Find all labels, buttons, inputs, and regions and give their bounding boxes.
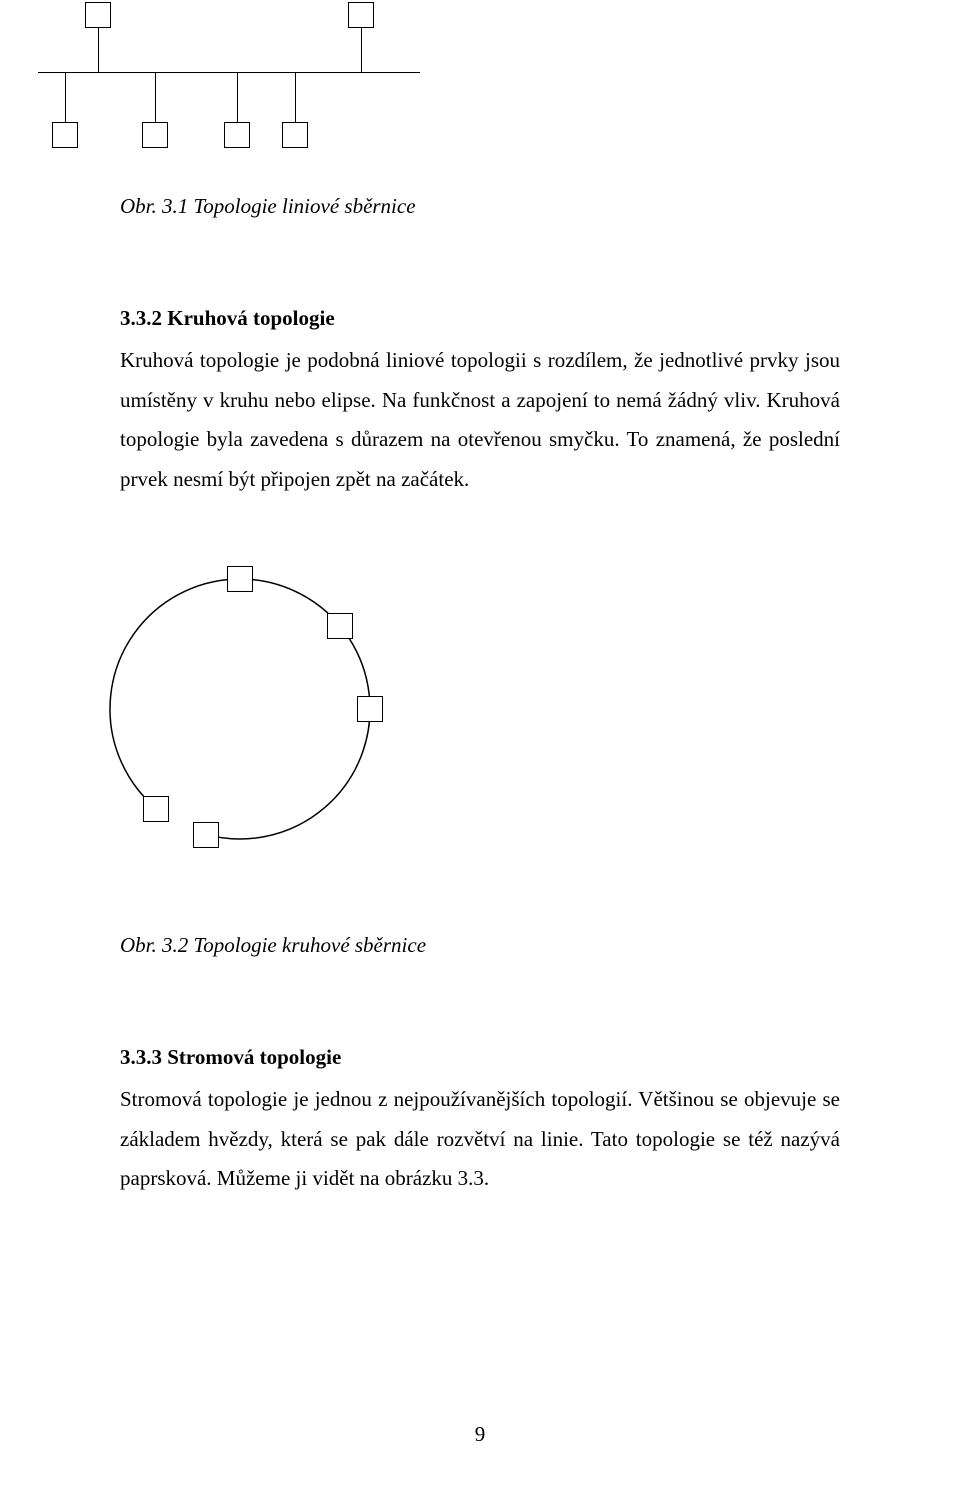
ring-node xyxy=(357,696,383,722)
ring-svg xyxy=(80,549,400,869)
ring-node xyxy=(193,822,219,848)
bus-node xyxy=(142,122,168,148)
bus-drop-line xyxy=(155,72,156,122)
bus-drop-line xyxy=(237,72,238,122)
heading-ring-topology: 3.3.2 Kruhová topologie xyxy=(120,302,840,336)
heading-tree-topology: 3.3.3 Stromová topologie xyxy=(120,1041,840,1075)
caption-bus: Obr. 3.1 Topologie liniové sběrnice xyxy=(120,190,840,224)
bus-node xyxy=(282,122,308,148)
paragraph-tree-topology: Stromová topologie je jednou z nejpoužív… xyxy=(120,1080,840,1198)
page: Obr. 3.1 Topologie liniové sběrnice 3.3.… xyxy=(0,0,960,1507)
bus-drop-line xyxy=(65,72,66,122)
bus-node xyxy=(52,122,78,148)
caption-ring: Obr. 3.2 Topologie kruhové sběrnice xyxy=(120,929,840,963)
bus-line xyxy=(38,72,420,73)
page-number: 9 xyxy=(0,1422,960,1447)
bus-drop-line xyxy=(361,28,362,72)
figure-ring-topology xyxy=(80,549,400,869)
paragraph-ring-topology: Kruhová topologie je podobná liniové top… xyxy=(120,341,840,499)
bus-node xyxy=(348,2,374,28)
bus-node xyxy=(85,2,111,28)
figure-bus-topology xyxy=(20,0,440,160)
ring-node xyxy=(327,613,353,639)
bus-node xyxy=(224,122,250,148)
ring-node xyxy=(143,796,169,822)
bus-drop-line xyxy=(295,72,296,122)
bus-drop-line xyxy=(98,28,99,72)
ring-node xyxy=(227,566,253,592)
